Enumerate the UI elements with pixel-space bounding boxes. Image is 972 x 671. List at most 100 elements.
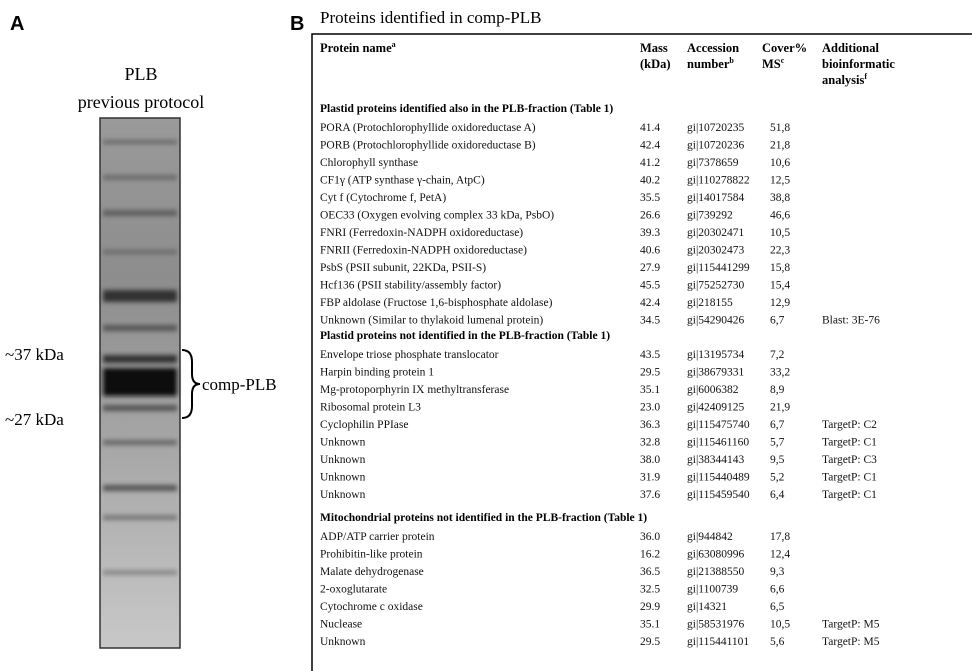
table-cell: Unknown (320, 454, 366, 466)
table-cell: 12,5 (770, 175, 790, 187)
table-cell: 5,6 (770, 636, 785, 648)
header-cell: analysisf (822, 72, 867, 87)
table-cell: 38.0 (640, 454, 660, 466)
table-cell: gi|21388550 (687, 566, 744, 578)
footnote-mark: f (864, 72, 867, 81)
table-cell: gi|115475740 (687, 419, 750, 431)
table-cell: 40.2 (640, 175, 660, 187)
table-cell: gi|115461160 (687, 437, 749, 449)
footnote-mark: a (392, 40, 396, 49)
table-cell: Unknown (320, 437, 366, 449)
table-cell: 51,8 (770, 122, 790, 134)
table-cell: Mg-protoporphyrin IX methyltransferase (320, 384, 509, 396)
table-cell: gi|38679331 (687, 367, 744, 379)
section-heading: Plastid proteins identified also in the … (320, 103, 613, 115)
panel-label: A (10, 13, 24, 35)
table-cell: 29.9 (640, 601, 660, 613)
figure: A PLB previous protocol ~37 kDa ~27 kDa … (0, 0, 972, 671)
header-cell: Cover% (762, 41, 807, 55)
table-cell: 42.4 (640, 140, 660, 152)
table-cell: 41.2 (640, 157, 660, 169)
table-cell: TargetP: C1 (822, 437, 877, 449)
table-cell: Ribosomal protein L3 (320, 402, 421, 414)
table-cell: gi|20302473 (687, 245, 744, 257)
table-cell: 41.4 (640, 122, 660, 134)
table-cell: 32.8 (640, 437, 660, 449)
gel-lane (100, 118, 180, 648)
table-cell: 33,2 (770, 367, 790, 379)
table-cell: 27.9 (640, 262, 660, 274)
table-cell: gi|20302471 (687, 227, 744, 239)
table-cell: 6,7 (770, 419, 785, 431)
table-cell: gi|739292 (687, 210, 733, 222)
table-cell: Unknown (320, 636, 366, 648)
table-title: Proteins identified in comp-PLB (320, 8, 541, 27)
table-cell: TargetP: C1 (822, 489, 877, 501)
table-cell: 31.9 (640, 472, 660, 484)
table-cell: gi|110278822 (687, 175, 750, 187)
table-cell: Envelope triose phosphate translocator (320, 349, 499, 361)
table-cell: 15,8 (770, 262, 790, 274)
table-cell: TargetP: C2 (822, 419, 877, 431)
table-cell: 37.6 (640, 489, 660, 501)
table-cell: gi|115441299 (687, 262, 750, 274)
table-cell: PsbS (PSII subunit, 22KDa, PSII-S) (320, 262, 486, 274)
header-cell: Protein namea (320, 40, 396, 55)
table-cell: 46,6 (770, 210, 790, 222)
table-cell: TargetP: M5 (822, 636, 880, 648)
table-cell: Cyt f (Cytochrome f, PetA) (320, 192, 446, 204)
header-cell: bioinformatic (822, 57, 895, 71)
table-cell: 2-oxoglutarate (320, 584, 387, 596)
table-cell: Malate dehydrogenase (320, 566, 424, 578)
table-cell: gi|115441101 (687, 636, 749, 648)
marker-label: ~27 kDa (5, 410, 64, 429)
header-cell: MSc (762, 56, 785, 71)
marker-label: ~37 kDa (5, 345, 64, 364)
section-heading: Mitochondrial proteins not identified in… (320, 512, 647, 524)
bracket-label: comp-PLB (202, 375, 277, 394)
table-cell: Harpin binding protein 1 (320, 367, 434, 379)
table-cell: 32.5 (640, 584, 660, 596)
table-cell: 35.5 (640, 192, 660, 204)
table-cell: gi|944842 (687, 531, 733, 543)
table-cell: 5,7 (770, 437, 785, 449)
table-cell: 35.1 (640, 619, 660, 631)
table-cell: Unknown (320, 489, 366, 501)
table-cell: PORB (Protochlorophyllide oxidoreductase… (320, 140, 536, 152)
table-cell: Blast: 3E-76 (822, 315, 880, 327)
table-cell: 6,4 (770, 489, 785, 501)
table-cell: 23.0 (640, 402, 660, 414)
table-cell: 38,8 (770, 192, 790, 204)
table-cell: gi|115459540 (687, 489, 750, 501)
table-cell: 36.0 (640, 531, 660, 543)
table-cell: 34.5 (640, 315, 660, 327)
table-cell: 10,6 (770, 157, 790, 169)
table-cell: OEC33 (Oxygen evolving complex 33 kDa, P… (320, 210, 554, 222)
table-cell: 29.5 (640, 367, 660, 379)
table-cell: gi|58531976 (687, 619, 744, 631)
table-cell: Cyclophilin PPIase (320, 419, 409, 431)
table-cell: FBP aldolase (Fructose 1,6-bisphosphate … (320, 297, 553, 309)
table-cell: FNRI (Ferredoxin-NADPH oxidoreductase) (320, 227, 523, 239)
table-cell: TargetP: C1 (822, 472, 877, 484)
table-cell: gi|14321 (687, 601, 727, 613)
section-heading: Plastid proteins not identified in the P… (320, 330, 610, 342)
table-cell: 42.4 (640, 297, 660, 309)
table-cell: 5,2 (770, 472, 785, 484)
lane-title: PLB (124, 64, 157, 84)
table-cell: 36.5 (640, 566, 660, 578)
table-cell: TargetP: M5 (822, 619, 880, 631)
table-cell: 29.5 (640, 636, 660, 648)
table-cell: Nuclease (320, 619, 362, 631)
table-cell: 8,9 (770, 384, 785, 396)
table-cell: gi|218155 (687, 297, 733, 309)
table-cell: 10,5 (770, 227, 790, 239)
table-cell: 9,3 (770, 566, 785, 578)
footnote-mark: c (781, 56, 785, 65)
table-cell: CF1γ (ATP synthase γ-chain, AtpC) (320, 175, 485, 187)
table-cell: 6,6 (770, 584, 785, 596)
table-cell: gi|42409125 (687, 402, 744, 414)
table-cell: 17,8 (770, 531, 790, 543)
footnote-mark: b (729, 56, 734, 65)
table-cell: 15,4 (770, 280, 790, 292)
